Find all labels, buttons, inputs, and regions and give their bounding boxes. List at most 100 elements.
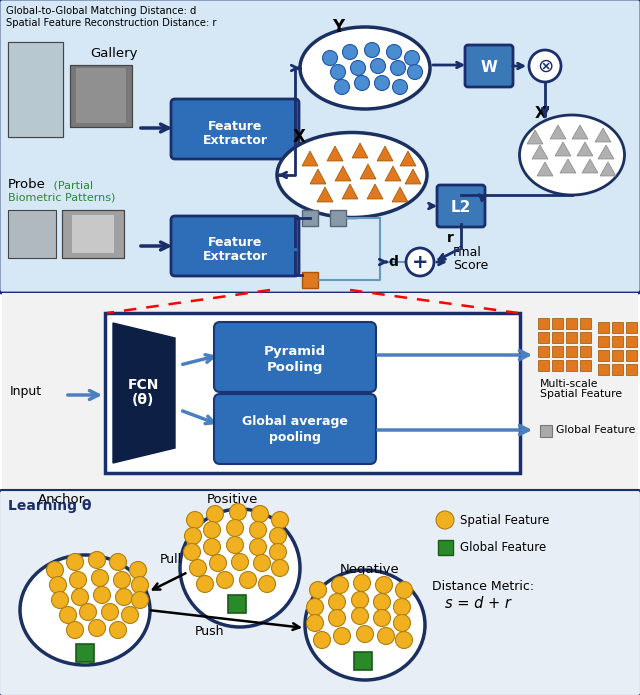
Circle shape <box>271 559 289 576</box>
Bar <box>626 350 637 361</box>
Circle shape <box>49 576 67 594</box>
Polygon shape <box>532 145 548 159</box>
Text: Global Feature: Global Feature <box>556 425 636 435</box>
Bar <box>552 346 563 357</box>
Ellipse shape <box>520 115 625 195</box>
Text: pooling: pooling <box>269 432 321 445</box>
Bar <box>552 332 563 343</box>
Bar <box>552 360 563 371</box>
Bar <box>70 65 132 127</box>
Circle shape <box>269 528 287 544</box>
Bar <box>105 313 520 473</box>
Bar <box>626 336 637 347</box>
Bar <box>566 360 577 371</box>
Text: Extractor: Extractor <box>202 133 268 147</box>
Circle shape <box>227 537 243 553</box>
Circle shape <box>204 521 221 539</box>
Circle shape <box>342 44 358 60</box>
Polygon shape <box>367 184 383 199</box>
Circle shape <box>232 553 248 571</box>
Ellipse shape <box>305 570 425 680</box>
Polygon shape <box>555 142 571 156</box>
Circle shape <box>310 582 326 598</box>
Circle shape <box>227 519 243 537</box>
Text: Push: Push <box>195 625 225 638</box>
Bar <box>76 644 94 662</box>
Bar <box>580 346 591 357</box>
Circle shape <box>122 607 138 623</box>
Circle shape <box>259 575 275 593</box>
Circle shape <box>529 50 561 82</box>
Polygon shape <box>598 145 614 159</box>
Text: Distance Metric:: Distance Metric: <box>432 580 534 593</box>
Bar <box>538 318 549 329</box>
Polygon shape <box>360 164 376 179</box>
Bar <box>612 350 623 361</box>
Text: L2: L2 <box>451 199 471 215</box>
Circle shape <box>92 569 109 587</box>
Circle shape <box>239 571 257 589</box>
Circle shape <box>436 511 454 529</box>
Text: Feature: Feature <box>208 236 262 250</box>
Circle shape <box>204 539 221 555</box>
Bar <box>438 540 453 555</box>
Circle shape <box>207 505 223 523</box>
Circle shape <box>376 576 392 594</box>
Circle shape <box>390 60 406 76</box>
Polygon shape <box>327 146 343 161</box>
Circle shape <box>394 598 410 616</box>
Polygon shape <box>537 162 553 176</box>
Text: Global Feature: Global Feature <box>460 541 547 554</box>
Circle shape <box>365 42 380 58</box>
Circle shape <box>196 575 214 593</box>
FancyBboxPatch shape <box>465 45 513 87</box>
Circle shape <box>70 571 86 589</box>
Circle shape <box>93 587 111 603</box>
Polygon shape <box>560 159 576 173</box>
Circle shape <box>378 628 394 644</box>
Text: Anchor: Anchor <box>38 493 85 506</box>
Text: Score: Score <box>453 259 488 272</box>
Circle shape <box>374 76 390 90</box>
Circle shape <box>88 552 106 569</box>
Circle shape <box>323 51 337 65</box>
Bar <box>80 72 122 120</box>
Ellipse shape <box>277 133 427 218</box>
Circle shape <box>184 543 200 560</box>
Circle shape <box>184 528 202 544</box>
Polygon shape <box>317 187 333 202</box>
Bar <box>566 318 577 329</box>
Circle shape <box>109 553 127 571</box>
Bar <box>62 210 124 258</box>
FancyBboxPatch shape <box>171 216 299 276</box>
Circle shape <box>355 76 369 90</box>
Text: s = d + r: s = d + r <box>445 596 511 611</box>
Polygon shape <box>400 151 416 166</box>
Text: Gallery: Gallery <box>90 47 138 60</box>
Bar <box>612 322 623 333</box>
Text: Probe: Probe <box>8 178 46 191</box>
Circle shape <box>351 607 369 625</box>
Text: FCN: FCN <box>127 378 159 392</box>
Polygon shape <box>377 146 393 161</box>
Circle shape <box>131 591 148 609</box>
Text: Y: Y <box>332 18 344 36</box>
Bar <box>612 364 623 375</box>
Bar <box>580 318 591 329</box>
Bar <box>626 364 637 375</box>
Circle shape <box>129 562 147 578</box>
Polygon shape <box>527 130 543 144</box>
Circle shape <box>351 591 369 609</box>
Text: Pull: Pull <box>160 553 182 566</box>
Circle shape <box>406 248 434 276</box>
Polygon shape <box>385 166 401 181</box>
Circle shape <box>271 512 289 528</box>
Circle shape <box>209 555 227 571</box>
Text: Extractor: Extractor <box>202 250 268 263</box>
Ellipse shape <box>20 555 150 665</box>
Bar <box>580 360 591 371</box>
Circle shape <box>51 591 68 609</box>
Text: +: + <box>412 254 428 272</box>
Polygon shape <box>302 151 318 166</box>
Bar <box>2 293 638 490</box>
